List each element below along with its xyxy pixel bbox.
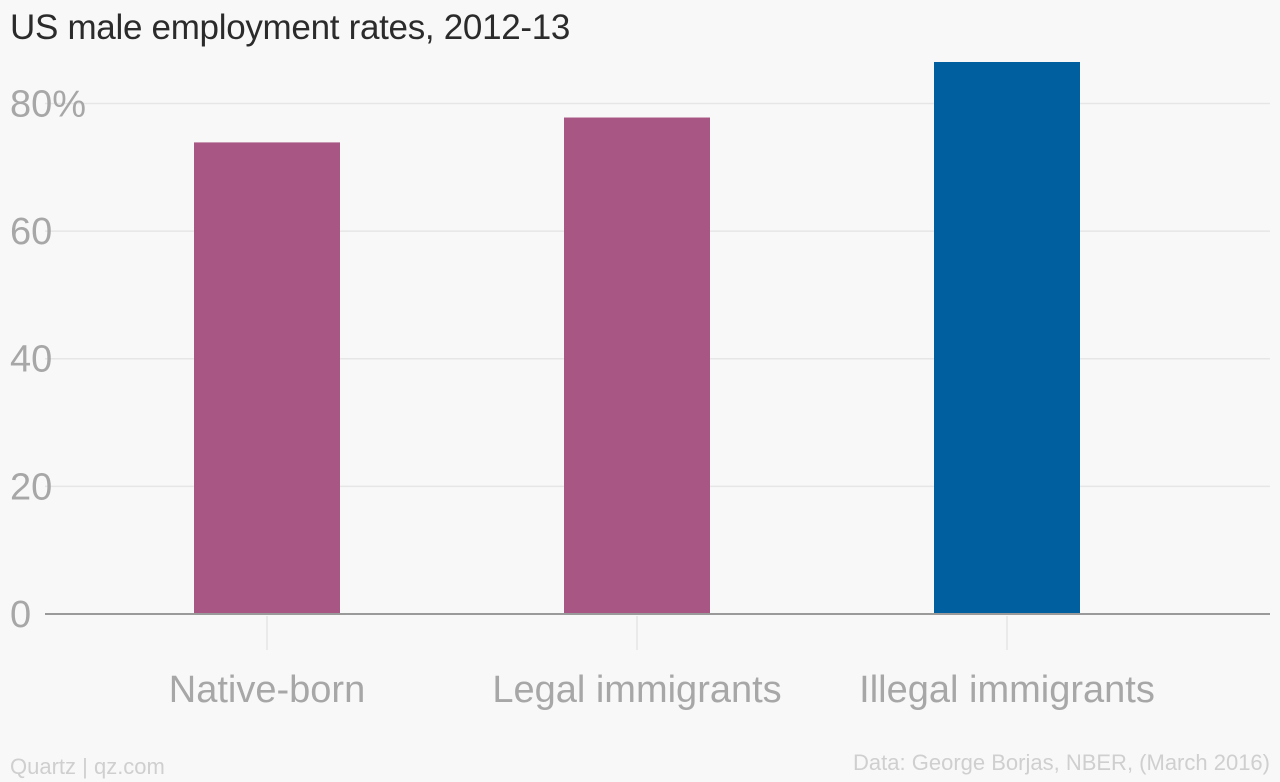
y-tick-label-0: 0 bbox=[10, 594, 31, 636]
footer-brand: Quartz | qz.com bbox=[10, 754, 165, 779]
y-tick-label-60: 60 bbox=[10, 211, 52, 253]
y-tick-label-20: 20 bbox=[10, 466, 52, 508]
x-tick-label-native-born: Native-born bbox=[169, 669, 365, 711]
x-tick-label-legal-immigrants: Legal immigrants bbox=[492, 669, 781, 711]
y-tick-label-40: 40 bbox=[10, 339, 52, 381]
bar-native-born bbox=[194, 142, 340, 615]
chart-title: US male employment rates, 2012-13 bbox=[10, 8, 571, 47]
y-tick-label-80: 80% bbox=[10, 83, 86, 125]
bar-legal-immigrants bbox=[564, 117, 710, 614]
axis-labels: 0 20 40 60 80% Native-born Legal immigrants Ill… bbox=[10, 83, 1155, 711]
footer-source: Data: George Borjas, NBER, (March 2016) bbox=[853, 750, 1270, 775]
bar-illegal-immigrants bbox=[934, 62, 1080, 614]
x-tick-label-illegal-immigrants: Illegal immigrants bbox=[859, 669, 1155, 711]
axes bbox=[45, 613, 1270, 650]
bars bbox=[194, 62, 1080, 615]
